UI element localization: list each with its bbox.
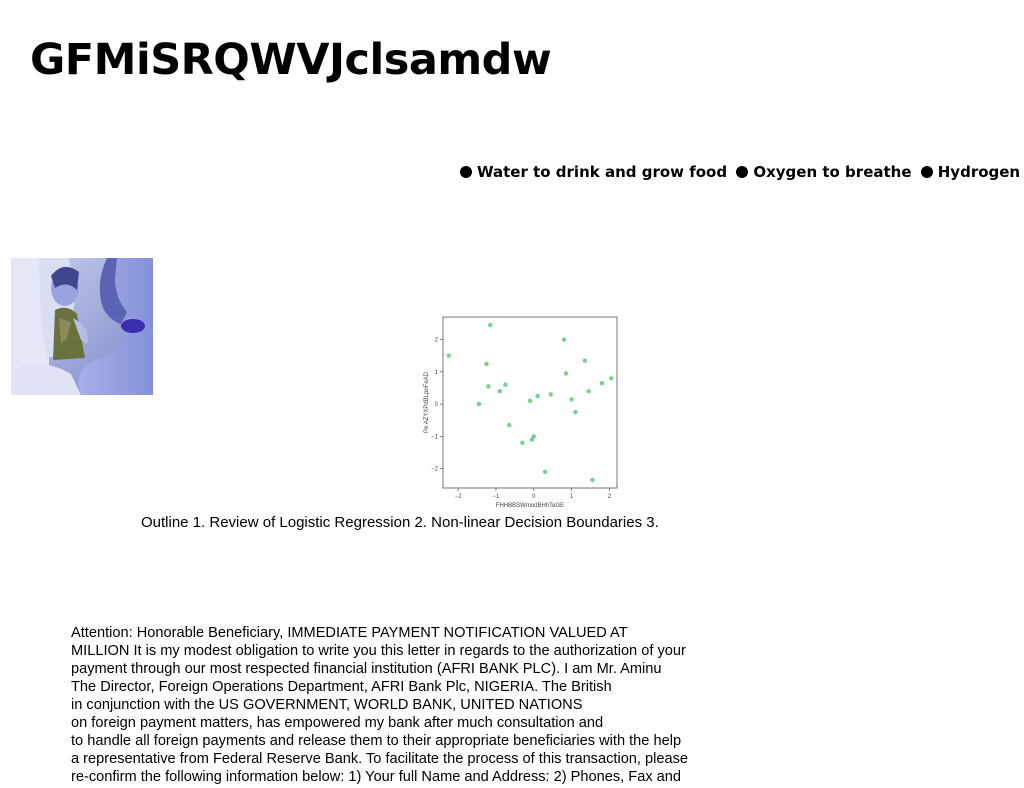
x-tick-label: −2 [455, 494, 463, 500]
data-point [573, 409, 578, 415]
bullet-list: Water to drink and grow food Oxygen to b… [460, 162, 1024, 182]
data-point [497, 389, 502, 394]
data-point [586, 389, 591, 394]
letter-line: payment through our most respected finan… [71, 661, 662, 677]
letter-line: The Director, Foreign Operations Departm… [71, 679, 612, 695]
person-portrait-photo [11, 258, 153, 395]
data-point [484, 361, 489, 366]
bullet-dot-icon [460, 166, 472, 178]
data-point [503, 382, 508, 387]
letter-line: to handle all foreign payments and relea… [71, 733, 682, 749]
data-point [476, 401, 482, 407]
scatter-plot-svg: −2 −1 0 1 2 −2 −1 0 1 2 FHHBBSWmodBHhTeGE Pe AZY… [424, 316, 618, 509]
data-point [582, 358, 588, 363]
data-point [486, 384, 491, 389]
bullet-dot-icon [736, 166, 749, 178]
x-tick-label: 2 [608, 494, 612, 500]
y-tick-label: −1 [431, 434, 439, 440]
data-point [529, 437, 535, 442]
bullet-item: Oxygen to breathe [753, 163, 912, 181]
data-point [561, 337, 567, 342]
x-axis-ticks: −2 −1 0 1 2 [455, 488, 612, 500]
data-point [569, 397, 574, 402]
portrait-illustration [11, 258, 153, 395]
letter-line: in conjunction with the US GOVERNMENT, W… [71, 697, 583, 713]
y-tick-label: 1 [435, 370, 439, 376]
letter-line: on foreign payment matters, has empowere… [71, 715, 604, 731]
data-point [488, 322, 493, 328]
y-tick-label: −2 [431, 467, 439, 473]
data-point [563, 371, 569, 376]
page-title: GFMiSRQWVJclsamdw [30, 35, 552, 85]
bullet-item: Water to drink and grow food [477, 163, 728, 181]
data-point [506, 422, 512, 428]
data-point [520, 440, 525, 446]
x-tick-label: 1 [570, 494, 574, 500]
bullet-item: Hydrogen & [937, 163, 1024, 181]
letter-text-block: Attention: Honorable Beneficiary, IMMEDI… [71, 624, 771, 786]
y-axis-label: Pe AZYXPdBLpnFeAD [424, 371, 430, 433]
slide-caption: Outline 1. Review of Logistic Regression… [141, 514, 659, 531]
data-point [590, 477, 595, 483]
x-axis-label: FHHBBSWmodBHhTeGE [496, 503, 564, 509]
bullet-dot-icon [920, 166, 933, 178]
data-point [609, 376, 614, 381]
data-points [446, 322, 614, 483]
plot-frame [442, 316, 618, 489]
data-point [535, 393, 540, 399]
letter-line: Attention: Honorable Beneficiary, IMMEDI… [71, 625, 628, 641]
letter-line: MILLION It is my modest obligation to wr… [71, 643, 686, 659]
data-point [599, 380, 605, 386]
data-point [531, 434, 536, 439]
letter-line: re-confirm the following information bel… [71, 769, 682, 785]
letter-line: a representative from Federal Reserve Ba… [71, 751, 689, 767]
data-point [527, 398, 533, 404]
x-tick-label: 0 [532, 494, 536, 500]
y-axis-ticks: −2 −1 0 1 2 [431, 338, 443, 473]
data-point [542, 469, 548, 475]
data-point [548, 392, 554, 397]
y-tick-label: 2 [435, 338, 439, 344]
y-tick-label: 0 [435, 402, 439, 408]
x-tick-label: −1 [493, 494, 501, 500]
scatter-chart: −2 −1 0 1 2 −2 −1 0 1 2 FHHBBSWmodBHhTeGE Pe AZY… [420, 308, 625, 514]
data-point [446, 353, 451, 358]
